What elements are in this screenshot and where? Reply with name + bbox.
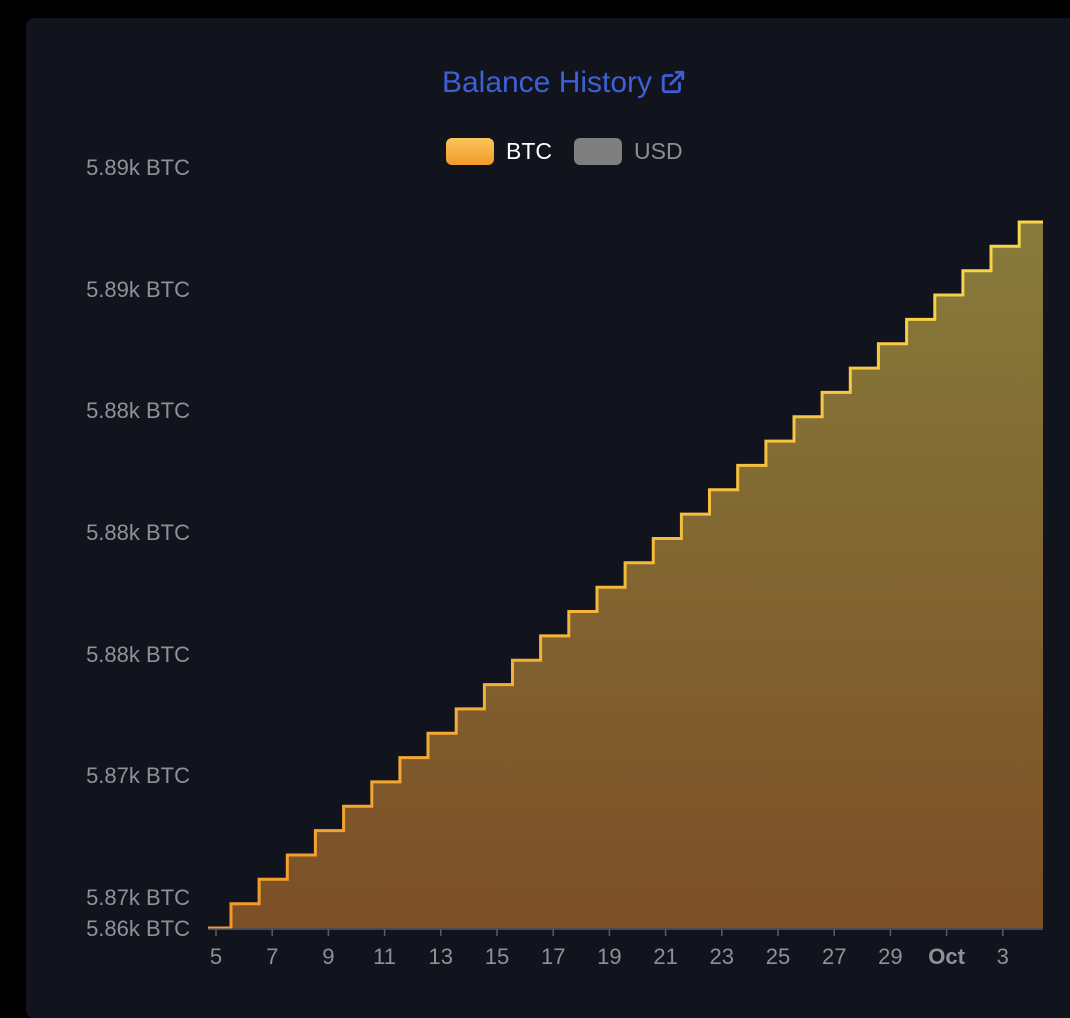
x-axis: 5 7 9 11 13 15 17 19 21 23 25 27 29 Oct 3 <box>208 928 1043 969</box>
x-tick-label: 17 <box>541 944 565 969</box>
x-tick-label: 27 <box>822 944 846 969</box>
legend-label-btc: BTC <box>506 138 552 164</box>
y-tick-label: 5.89k BTC <box>86 277 190 302</box>
legend-item-usd[interactable]: USD <box>574 138 683 165</box>
x-tick-label: 21 <box>653 944 677 969</box>
y-tick-label: 5.88k BTC <box>86 398 190 423</box>
y-tick-label: 5.88k BTC <box>86 642 190 667</box>
external-link-icon[interactable] <box>660 69 686 103</box>
x-tick-label: Oct <box>928 944 965 969</box>
x-tick-label: 13 <box>429 944 453 969</box>
x-tick-label: 15 <box>485 944 509 969</box>
plot-area <box>208 220 1043 930</box>
legend-item-btc[interactable]: BTC <box>446 138 552 165</box>
x-tick-label: 11 <box>373 944 396 969</box>
balance-chart: 5.89k BTC 5.89k BTC 5.88k BTC 5.88k BTC 5.88… <box>86 155 1043 969</box>
x-tick-label: 25 <box>766 944 790 969</box>
y-axis: 5.89k BTC 5.89k BTC 5.88k BTC 5.88k BTC 5.88… <box>86 155 190 941</box>
x-tick-label: 29 <box>878 944 902 969</box>
x-tick-label: 9 <box>322 944 334 969</box>
y-tick-label: 5.88k BTC <box>86 520 190 545</box>
btc-series-line[interactable] <box>208 220 1043 930</box>
x-tick-label: 3 <box>997 944 1009 969</box>
legend-swatch-usd <box>574 138 622 165</box>
y-tick-label: 5.86k BTC <box>86 916 190 941</box>
y-tick-label: 5.87k BTC <box>86 885 190 910</box>
legend-label-usd: USD <box>634 138 683 164</box>
y-tick-label: 5.89k BTC <box>86 155 190 180</box>
y-tick-label: 5.87k BTC <box>86 763 190 788</box>
x-tick-label: 5 <box>210 944 222 969</box>
x-tick-label: 23 <box>710 944 734 969</box>
chart-legend: BTC USD <box>446 138 705 165</box>
chart-title-link[interactable]: Balance History <box>0 66 1070 103</box>
legend-swatch-btc <box>446 138 494 165</box>
x-tick-label: 19 <box>597 944 621 969</box>
chart-title[interactable]: Balance History <box>441 66 653 99</box>
x-tick-label: 7 <box>266 944 278 969</box>
